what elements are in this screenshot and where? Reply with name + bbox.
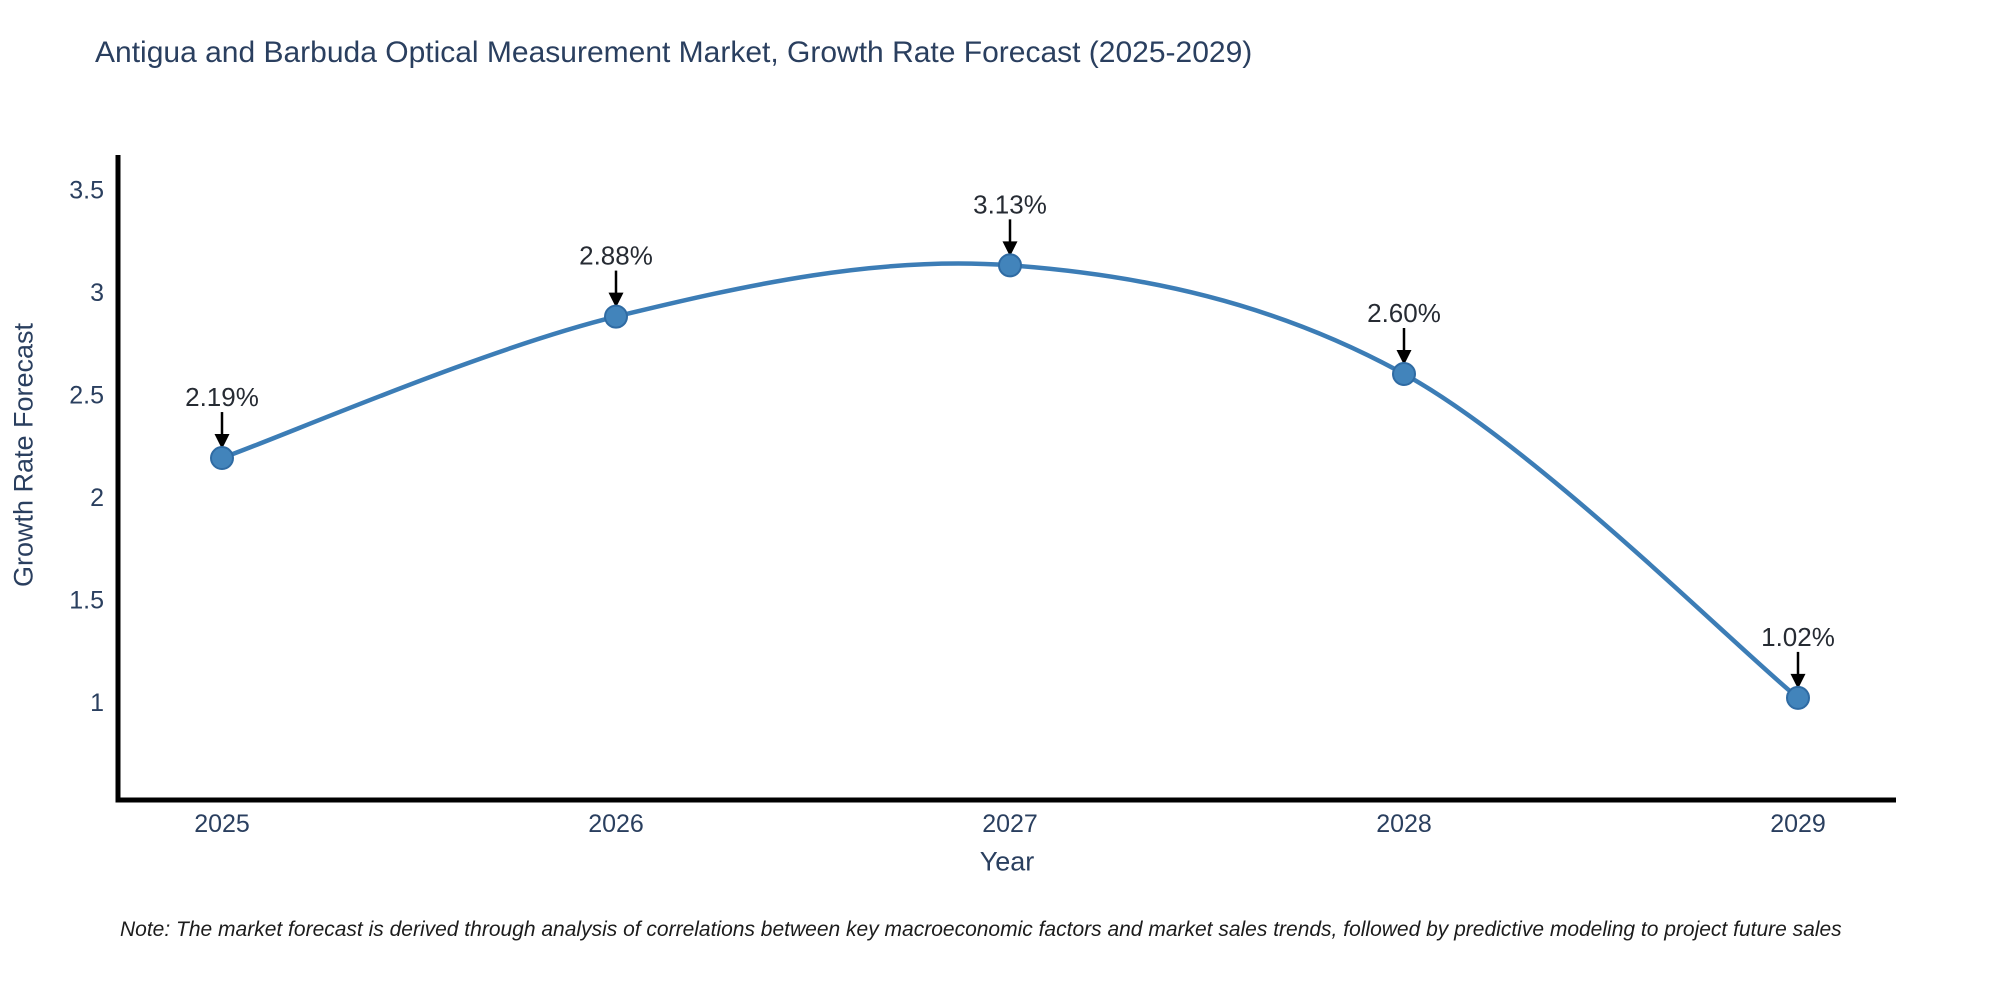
annotation-arrowhead — [1790, 673, 1806, 689]
annotation-arrowhead — [1396, 350, 1412, 365]
annotation-arrowhead — [1002, 241, 1018, 257]
x-tick-label: 2026 — [588, 810, 644, 838]
data-point-marker[interactable] — [998, 253, 1022, 278]
x-axis-title: Year — [979, 846, 1035, 877]
data-point-marker[interactable] — [1392, 362, 1416, 386]
x-tick-label: 2025 — [194, 810, 250, 838]
x-tick-label: 2027 — [982, 810, 1038, 838]
footnote: Note: The market forecast is derived thr… — [120, 918, 1842, 941]
annotation-label: 2.19% — [185, 382, 259, 412]
line-series — [219, 261, 1801, 701]
y-tick-label: 2 — [90, 484, 104, 512]
y-tick-label: 1.5 — [69, 587, 104, 615]
annotation-label: 1.02% — [1761, 622, 1835, 652]
annotation-arrowhead — [214, 434, 230, 450]
annotation-label: 2.60% — [1367, 298, 1441, 328]
x-tick-label: 2028 — [1376, 810, 1432, 838]
data-point-marker[interactable] — [210, 446, 234, 471]
annotation-label: 3.13% — [973, 189, 1047, 219]
annotation-label: 2.88% — [579, 241, 653, 271]
annotation-arrowhead — [608, 292, 624, 308]
y-tick-label: 3.5 — [69, 177, 104, 205]
x-tick-label: 2029 — [1770, 810, 1826, 838]
y-tick-label: 3 — [90, 279, 104, 307]
data-point-marker[interactable] — [1786, 685, 1810, 710]
chart-title: Antigua and Barbuda Optical Measurement … — [95, 36, 1253, 69]
y-tick-label: 2.5 — [69, 382, 104, 410]
y-tick-label: 1 — [90, 689, 104, 717]
data-point-marker[interactable] — [604, 304, 628, 329]
